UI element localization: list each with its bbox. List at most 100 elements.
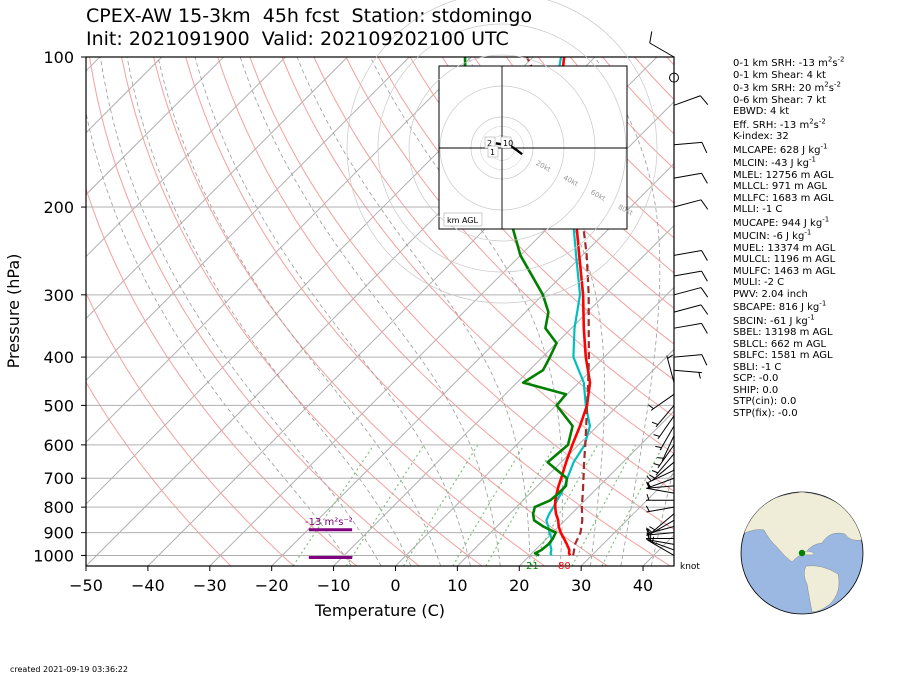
calm-wind-circle xyxy=(669,72,679,83)
x-tick-label: 40 xyxy=(633,576,653,595)
moist-adiabat xyxy=(594,57,661,566)
wind-barb-flag xyxy=(701,323,708,334)
wind-barb-staff xyxy=(673,322,702,329)
wind-barb-staff xyxy=(647,539,675,551)
wind-barb-flag xyxy=(700,199,709,210)
index-line: MLLI: -1 C xyxy=(733,204,783,215)
index-line: 0-6 km Shear: 7 kt xyxy=(733,94,826,106)
y-tick-label: 400 xyxy=(43,348,74,367)
isotherm-line xyxy=(395,286,674,566)
x-tick-label: 0 xyxy=(390,576,400,595)
index-line: 0-1 km Shear: 4 kt xyxy=(733,69,826,81)
wind-barb-staff xyxy=(673,287,702,296)
wind-barb xyxy=(646,528,675,536)
x-tick-label: −10 xyxy=(317,576,351,595)
isotherm-line xyxy=(209,101,674,566)
moist-adiabat xyxy=(157,57,442,566)
dry-adiabat xyxy=(281,57,674,492)
index-line: SBCAPE: 816 J kg-1 xyxy=(733,299,827,313)
moist-adiabat xyxy=(194,57,471,566)
wind-barb xyxy=(673,199,709,210)
sounding-indices: 0-1 km SRH: -13 m2s-2 0-1 km Shear: 4 kt 0… xyxy=(733,56,845,419)
wind-barb-staff xyxy=(673,249,702,256)
surface-temperature-label: 80 xyxy=(558,561,571,572)
wind-barb xyxy=(673,141,708,154)
y-tick-label: 1000 xyxy=(33,546,74,565)
y-tick-label: 200 xyxy=(43,198,74,217)
index-line: MUEL: 13374 m AGL xyxy=(733,242,836,254)
dry-adiabat xyxy=(121,57,483,566)
isotherm-line xyxy=(457,348,674,566)
wind-barb-staff xyxy=(661,435,675,462)
mixing-ratio-line xyxy=(571,444,637,566)
index-line: MLCIN: -43 J kg-1 xyxy=(733,155,816,169)
wind-barb-flag xyxy=(701,142,708,154)
wind-barb xyxy=(673,354,708,366)
dry-adiabat xyxy=(86,187,357,566)
wind-barb xyxy=(648,393,675,411)
wind-barb xyxy=(649,536,675,556)
wind-barb-flag xyxy=(701,173,708,184)
mixing-ratio-line xyxy=(345,444,425,566)
wind-barb-staff xyxy=(647,477,675,489)
wind-barb-half-flag xyxy=(653,434,660,437)
wind-barb-staff xyxy=(646,506,675,513)
wind-barb-staff xyxy=(649,42,675,58)
wind-barb-staff xyxy=(646,485,675,489)
wind-barb-staff xyxy=(649,541,675,556)
wind-barb-staff xyxy=(646,538,675,545)
wind-barb-staff xyxy=(652,513,675,533)
moist-adiabat xyxy=(467,57,605,566)
wind-barb xyxy=(649,31,675,58)
wind-barb-half-flag xyxy=(698,372,701,379)
wind-barb xyxy=(645,505,675,513)
wind-barb-half-flag xyxy=(651,421,659,426)
hodograph-units-label: km AGL xyxy=(447,216,479,225)
wind-barb-staff xyxy=(666,355,675,383)
dry-adiabat xyxy=(249,57,674,531)
y-axis-ticks: 100 200 300 400 500 600 700 800 900 1000 xyxy=(33,48,86,565)
wind-barb-flag xyxy=(701,270,708,282)
x-tick-label: −40 xyxy=(131,576,165,595)
wind-barb-half-flag xyxy=(646,528,650,536)
isotherm-line xyxy=(86,57,286,258)
index-line: SBEL: 13198 m AGL xyxy=(733,327,833,338)
wind-barb-half-flag xyxy=(648,404,654,410)
srh-label: -13 m²s⁻² xyxy=(305,517,353,528)
locator-globe xyxy=(740,491,864,615)
y-tick-label: 300 xyxy=(43,286,74,305)
index-line: MULI: -2 C xyxy=(733,277,785,288)
wind-barb-staff xyxy=(673,369,702,374)
y-tick-label: 500 xyxy=(43,396,74,415)
index-line: Eff. SRH: -13 m2s-2 xyxy=(733,117,826,131)
dry-adiabat xyxy=(153,57,545,566)
x-tick-label: 20 xyxy=(509,576,529,595)
moist-adiabat xyxy=(100,57,382,566)
index-line: SBLI: -1 C xyxy=(733,361,782,373)
wind-barb-staff xyxy=(657,444,675,469)
wind-barb-staff xyxy=(673,354,702,358)
wind-barb-half-flag xyxy=(667,354,674,359)
hodograph-height-label: 1 xyxy=(490,148,495,157)
hodograph-ring xyxy=(346,0,658,304)
wind-barb-staff xyxy=(655,453,675,476)
wind-barb-half-flag xyxy=(649,474,656,479)
wind-barb xyxy=(647,519,675,535)
wind-barb-staff xyxy=(657,415,675,440)
isotherm-line xyxy=(86,57,224,196)
wind-barb-staff xyxy=(646,487,675,494)
wind-barb xyxy=(673,172,708,184)
wind-barb-half-flag xyxy=(657,457,664,459)
hodograph-height-label: 10 xyxy=(503,139,513,148)
dry-adiabat xyxy=(473,57,674,274)
isotherm-line xyxy=(271,162,674,566)
wind-barb-flag xyxy=(701,250,708,261)
index-line: 0-1 km SRH: -13 m2s-2 xyxy=(733,55,845,69)
wind-barb-staff xyxy=(673,95,701,106)
wind-barb-staff xyxy=(652,461,675,481)
knot-label: knot xyxy=(680,562,700,572)
wind-barb xyxy=(651,405,675,428)
wind-barb xyxy=(649,513,675,533)
isotherm-line xyxy=(86,57,410,382)
